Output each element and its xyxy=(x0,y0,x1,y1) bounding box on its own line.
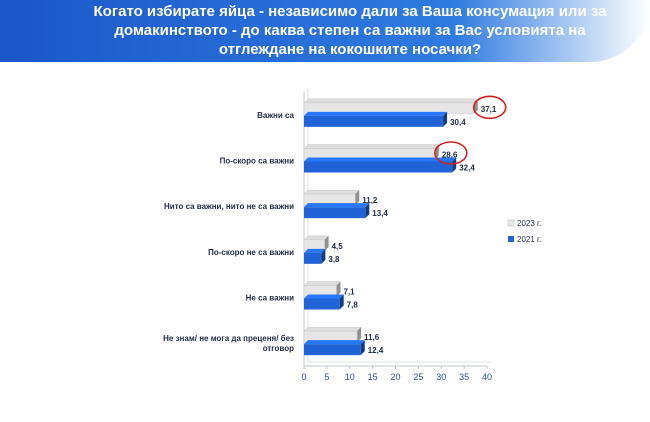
highlight-circle xyxy=(434,141,468,165)
category-label: Не знам/ не мога да преценя/ без отговор xyxy=(163,334,294,353)
bar-series-2 xyxy=(304,344,361,356)
data-label: 32,4 xyxy=(459,164,475,173)
category-label: По-скоро не са важни xyxy=(208,248,294,257)
legend-swatch xyxy=(508,236,514,242)
title-banner: Когато избирате яйца - независимо дали з… xyxy=(0,0,650,62)
x-tick-label: 25 xyxy=(413,372,423,382)
data-label: 11,6 xyxy=(364,333,380,342)
x-tick-label: 30 xyxy=(436,372,446,382)
bar-side-face xyxy=(321,248,326,264)
bar-top-face xyxy=(304,157,457,162)
bar-series-2 xyxy=(304,252,322,264)
x-tick-label: 40 xyxy=(482,372,492,382)
bar-side-face xyxy=(324,235,329,251)
bar-top-face xyxy=(303,189,360,195)
data-label: 12,4 xyxy=(368,346,384,355)
bar-side-face xyxy=(443,111,448,127)
data-label: 11,2 xyxy=(362,196,378,205)
bar-series-2 xyxy=(304,207,366,219)
x-tick-label: 0 xyxy=(301,372,306,382)
x-tick-label: 10 xyxy=(345,372,355,382)
data-label: 37,1 xyxy=(481,105,497,114)
data-label: 4,5 xyxy=(332,242,344,251)
bar-series-2 xyxy=(304,161,453,173)
bar-top-face xyxy=(304,248,326,253)
data-label: 7,1 xyxy=(343,288,355,297)
category-label: Нито са важни, нито не са важни xyxy=(164,202,294,211)
bar-top-face xyxy=(303,144,440,149)
x-tick-label: 15 xyxy=(368,372,378,382)
legend-label: 2023 г. xyxy=(517,219,541,228)
bar-side-face xyxy=(357,327,362,343)
bar-side-face xyxy=(360,340,365,356)
data-label: 13,4 xyxy=(372,209,388,218)
data-label: 7,8 xyxy=(347,301,359,310)
bar-top-face xyxy=(303,281,342,286)
category-label: Не са важни xyxy=(246,294,294,303)
bar-side-face xyxy=(452,157,457,173)
x-tick-label: 35 xyxy=(459,372,469,382)
x-tick-label: 5 xyxy=(324,372,329,382)
bar-top-face xyxy=(303,98,479,104)
bar-top-face xyxy=(304,294,344,299)
x-tick-label: 20 xyxy=(390,372,400,382)
legend-label: 2021 г. xyxy=(517,235,541,244)
category-label: Важни са xyxy=(257,111,294,120)
data-label: 30,4 xyxy=(450,118,466,127)
legend-swatch xyxy=(507,219,515,227)
highlight-circle xyxy=(472,95,507,120)
bar-top-face xyxy=(304,340,365,345)
data-label: 28,6 xyxy=(442,151,458,160)
bar-side-face xyxy=(336,281,341,297)
chart-title: Когато избирате яйца - независимо дали з… xyxy=(93,3,607,58)
data-label: 3,8 xyxy=(328,255,340,264)
bar-side-face xyxy=(355,190,360,206)
bar-side-face xyxy=(365,203,370,219)
bar-top-face xyxy=(304,111,448,116)
bar-series-2 xyxy=(304,115,444,127)
bar-side-face xyxy=(339,294,344,310)
bar-top-face xyxy=(303,326,362,332)
bar-series-2 xyxy=(304,298,340,310)
bar-top-face xyxy=(304,203,370,208)
category-label: По-скоро са важни xyxy=(220,157,295,166)
bar-top-face xyxy=(303,235,330,241)
